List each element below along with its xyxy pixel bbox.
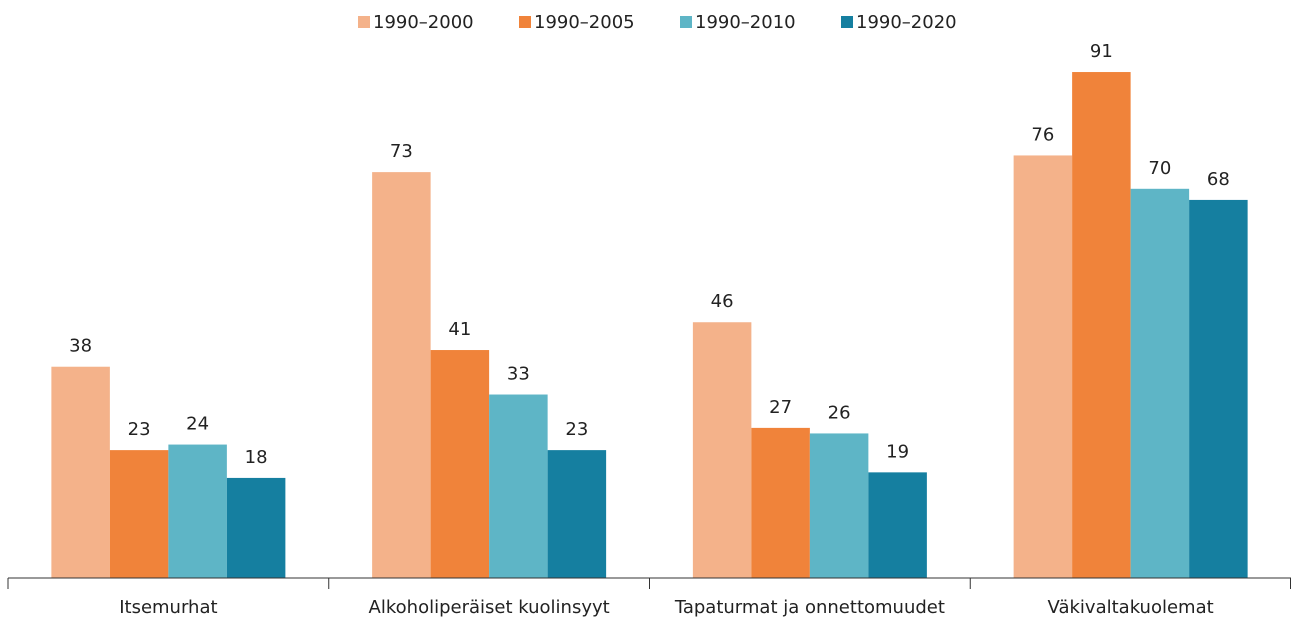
- legend-label: 1990–2010: [695, 12, 796, 33]
- bar: [1189, 199, 1248, 579]
- bar: [109, 450, 169, 578]
- bar: [547, 450, 607, 578]
- legend-swatch: [519, 16, 531, 28]
- bar: [226, 477, 286, 578]
- bar: [1013, 155, 1073, 578]
- value-label: 73: [390, 141, 413, 162]
- bar: [372, 172, 431, 578]
- value-label: 23: [128, 419, 151, 440]
- value-label: 68: [1207, 169, 1230, 190]
- x-tick-label: Väkivaltakuolemat: [1048, 597, 1214, 618]
- value-label: 46: [711, 291, 734, 312]
- value-label: 91: [1090, 41, 1113, 62]
- legend-label: 1990–2005: [534, 12, 635, 33]
- value-label: 23: [565, 419, 588, 440]
- bar: [51, 366, 110, 578]
- bar: [168, 444, 227, 578]
- x-tick-label: Tapaturmat ja onnettomuudet: [674, 597, 945, 618]
- value-label: 26: [828, 402, 851, 423]
- value-label: 38: [69, 336, 92, 357]
- value-label: 33: [507, 364, 530, 385]
- bar: [1072, 72, 1131, 578]
- bar: [430, 350, 490, 578]
- legend-label: 1990–2000: [373, 12, 474, 33]
- legend-swatch: [841, 16, 853, 28]
- bar: [868, 472, 927, 578]
- value-label: 24: [186, 414, 209, 435]
- value-label: 70: [1148, 158, 1171, 179]
- value-label: 76: [1031, 124, 1054, 145]
- x-tick-label: Alkoholiperäiset kuolinsyyt: [369, 597, 610, 618]
- value-label: 18: [245, 447, 268, 468]
- bar: [809, 433, 869, 578]
- legend-swatch: [680, 16, 692, 28]
- value-label: 19: [886, 441, 909, 462]
- legend-label: 1990–2020: [856, 12, 957, 33]
- bar: [489, 394, 548, 578]
- bar: [1130, 188, 1190, 579]
- legend-swatch: [358, 16, 370, 28]
- x-tick-label: Itsemurhat: [119, 597, 217, 618]
- value-label: 41: [448, 319, 471, 340]
- bar: [751, 427, 810, 578]
- value-label: 27: [769, 397, 792, 418]
- bar: [692, 322, 752, 578]
